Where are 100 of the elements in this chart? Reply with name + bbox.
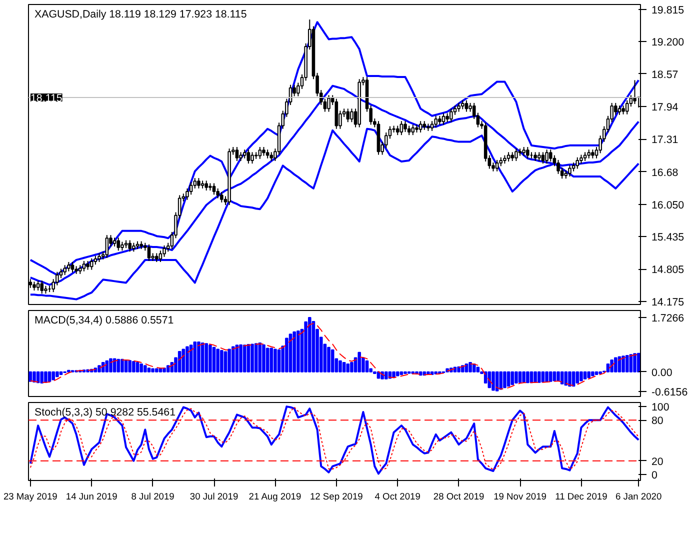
candlestick xyxy=(526,146,530,159)
bar xyxy=(476,366,480,372)
bar xyxy=(506,371,510,387)
bar xyxy=(304,321,308,372)
x-tick-label: 21 Aug 2019 xyxy=(248,492,302,502)
bar xyxy=(346,364,350,372)
bar xyxy=(239,344,242,372)
y-tick-label: 14.805 xyxy=(652,264,684,276)
y-tick-label: 19.200 xyxy=(652,36,684,48)
candlestick xyxy=(400,120,404,136)
y-tick-label: 19.815 xyxy=(652,4,684,16)
bar xyxy=(396,371,400,376)
bar xyxy=(518,371,522,383)
bar xyxy=(392,371,396,378)
bar xyxy=(147,368,151,372)
bar xyxy=(231,346,235,372)
bar xyxy=(59,371,63,375)
bar xyxy=(327,346,330,372)
bar xyxy=(32,371,36,383)
y-tick-label: 100 xyxy=(652,402,670,414)
bar xyxy=(274,348,277,372)
y-tick-label: 16.050 xyxy=(652,200,684,212)
bar xyxy=(52,371,56,380)
bar xyxy=(583,371,587,380)
bar xyxy=(472,364,476,372)
bar xyxy=(534,371,537,383)
x-tick-label: 14 Jun 2019 xyxy=(66,492,118,502)
bar xyxy=(132,361,136,372)
bar xyxy=(580,371,583,382)
x-tick-label: 4 Oct 2019 xyxy=(374,492,420,502)
bar xyxy=(242,344,246,372)
candlestick xyxy=(197,178,200,189)
bar xyxy=(464,364,468,372)
bar xyxy=(296,330,300,372)
y-tick-label: 80 xyxy=(652,415,664,428)
bar xyxy=(193,342,197,372)
candlestick xyxy=(633,80,636,104)
bar xyxy=(116,358,120,372)
bar xyxy=(308,317,312,372)
candlestick xyxy=(59,268,63,279)
bar xyxy=(492,371,495,391)
candlestick xyxy=(204,180,208,192)
bar xyxy=(622,356,625,372)
bar xyxy=(568,371,572,387)
y-tick-label: 17.94 xyxy=(652,102,678,114)
candlestick xyxy=(514,148,518,162)
bar xyxy=(591,371,594,376)
bar xyxy=(587,371,591,378)
bar xyxy=(144,365,147,372)
candlestick xyxy=(614,102,618,116)
bar xyxy=(208,344,212,372)
bar xyxy=(254,343,258,372)
bar xyxy=(548,371,552,382)
bar xyxy=(128,360,132,372)
bar xyxy=(277,349,281,372)
bar xyxy=(358,352,362,372)
candlestick xyxy=(36,280,40,292)
candlestick xyxy=(128,240,132,252)
bar xyxy=(158,368,162,372)
bar xyxy=(228,348,231,372)
bar xyxy=(162,368,166,372)
candlestick xyxy=(453,105,457,116)
x-tick-label: 19 Nov 2019 xyxy=(494,492,546,502)
bar xyxy=(576,371,580,384)
x-tick-label: 28 Oct 2019 xyxy=(433,492,484,502)
bar xyxy=(197,342,200,372)
candlestick xyxy=(396,125,400,136)
candlestick xyxy=(629,94,633,108)
candlestick xyxy=(450,108,453,123)
bar xyxy=(220,350,224,372)
bar xyxy=(140,364,143,372)
bar xyxy=(556,371,560,382)
candlestick xyxy=(63,264,66,276)
bar xyxy=(136,362,140,372)
chart-title: XAGUSD,Daily 18.119 18.129 17.923 18.115 xyxy=(34,8,247,20)
bar xyxy=(216,348,220,372)
candlestick xyxy=(418,120,422,133)
bar xyxy=(614,357,618,372)
candlestick xyxy=(430,120,434,132)
candlestick xyxy=(407,125,411,136)
bar xyxy=(510,371,514,386)
candlestick xyxy=(327,94,330,112)
candlestick xyxy=(548,149,552,162)
y-tick-label: 0 xyxy=(652,469,658,482)
y-tick-label: 18.57 xyxy=(652,68,678,81)
candlestick xyxy=(568,164,572,178)
chart-title: MACD(5,34,4) 0.5886 0.5571 xyxy=(34,314,174,326)
bar xyxy=(350,362,354,372)
y-tick-label: 15.435 xyxy=(652,231,684,244)
candlestick xyxy=(556,159,560,174)
bar xyxy=(514,371,518,384)
bar xyxy=(457,366,460,372)
candlestick xyxy=(618,105,622,116)
bar xyxy=(499,371,503,390)
bar xyxy=(526,371,530,384)
x-tick-label: 8 Jul 2019 xyxy=(131,492,174,502)
bar xyxy=(224,351,228,372)
candlestick xyxy=(70,262,74,273)
bar xyxy=(594,371,598,375)
y-tick-label: 14.175 xyxy=(652,296,684,309)
